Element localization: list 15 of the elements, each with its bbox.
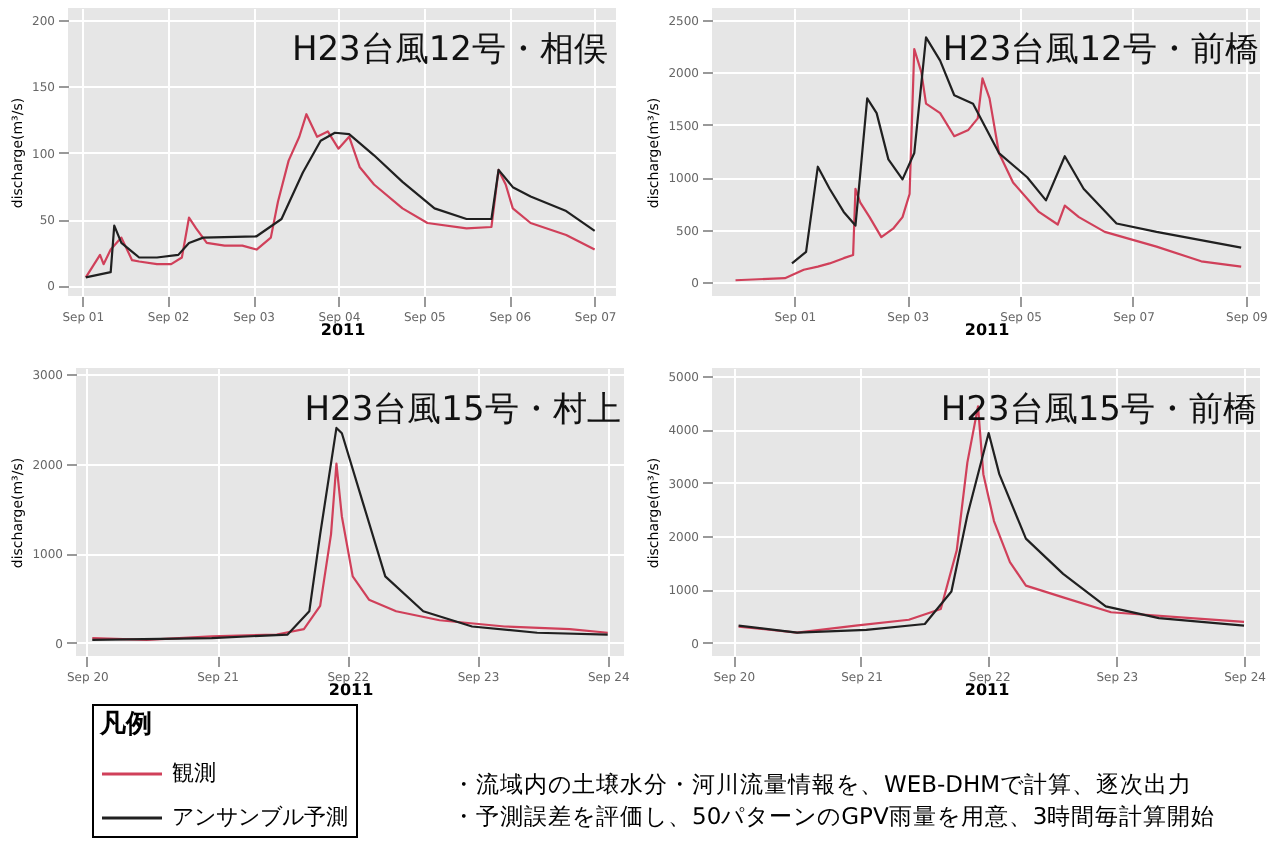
x-axis-title: 2011 xyxy=(320,321,367,339)
legend-label: 観測 xyxy=(172,760,216,786)
line-series xyxy=(91,426,609,641)
legend-label: アンサンブル予測 xyxy=(172,804,348,830)
line-series xyxy=(91,462,609,641)
x-axis-title: 2011 xyxy=(964,321,1011,339)
text: H23台風15号・村上 xyxy=(304,390,621,430)
text: H23台風12号・前橋 xyxy=(942,30,1259,70)
legend-title: 凡例 xyxy=(98,710,152,740)
text: ・予測誤差を評価し、50パターンのGPV雨量を用意、3時間毎計算開始 xyxy=(452,800,1216,832)
text: ・流域内の土壌水分・河川流量情報を、WEB-DHMで計算、逐次出力 xyxy=(452,768,1195,800)
x-axis-title: 2011 xyxy=(328,681,375,699)
text: H23台風15号・前橋 xyxy=(940,390,1257,430)
text: H23台風12号・相俣 xyxy=(291,30,608,70)
x-axis-title: 2011 xyxy=(964,681,1011,699)
